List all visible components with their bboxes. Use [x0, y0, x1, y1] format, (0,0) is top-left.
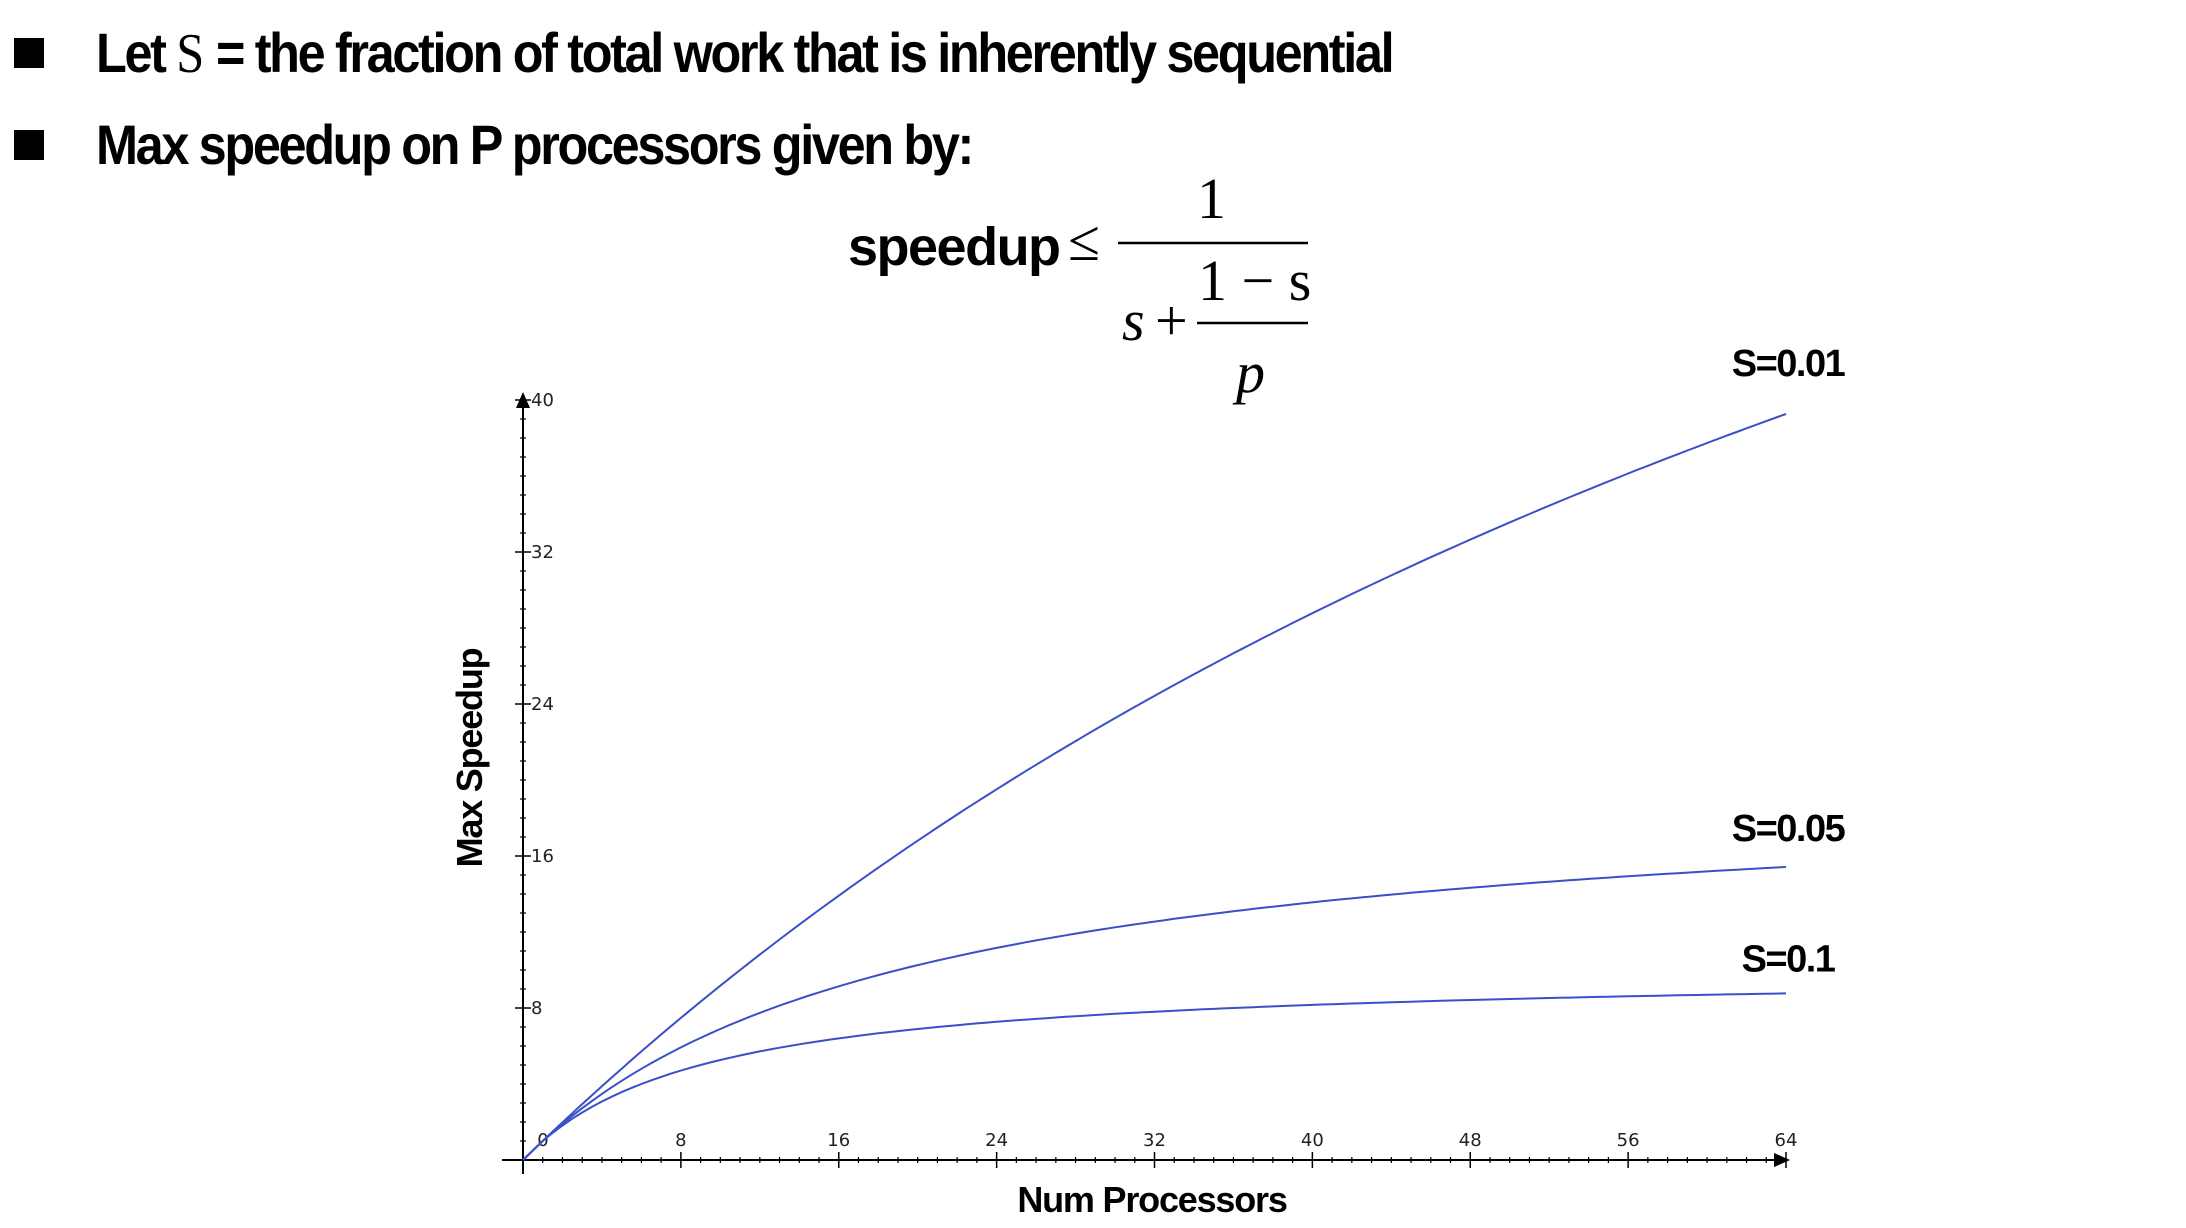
speedup-formula: speedup ≤ 1 1 − s s + p — [848, 166, 1311, 405]
series-line-S01 — [522, 992, 1787, 1161]
x-axis-title: Num Processors — [1017, 1179, 1286, 1220]
series-label: S=0.01 — [1732, 343, 1846, 385]
formula-inner-numerator: 1 − s — [1198, 248, 1311, 313]
x-tick-label: 8 — [675, 1130, 686, 1151]
s-symbol: S — [176, 23, 205, 85]
x-tick-label: 16 — [827, 1130, 850, 1151]
x-tick-label: 40 — [1301, 1130, 1324, 1151]
x-axis-arrow-icon — [1774, 1153, 1790, 1167]
y-axis-title: Max Speedup — [449, 648, 490, 867]
formula-inner-denominator: p — [1232, 340, 1265, 405]
bullet-row-1: Let S = the fraction of total work that … — [14, 20, 1536, 86]
chart-series — [522, 413, 1787, 1161]
bullet-square-icon — [14, 129, 44, 160]
y-tick-label: 32 — [531, 542, 554, 563]
chart-axes — [502, 392, 1790, 1174]
series-line-S001 — [522, 413, 1787, 1161]
series-line-S005 — [522, 866, 1787, 1161]
bullet-square-icon — [14, 38, 44, 68]
series-label: S=0.05 — [1732, 808, 1846, 850]
formula-lhs: speedup — [848, 217, 1060, 277]
x-tick-label: 56 — [1617, 1130, 1640, 1151]
formula-denominator-s: s — [1122, 288, 1145, 353]
series-label: S=0.1 — [1742, 938, 1836, 980]
x-tick-label: 24 — [985, 1130, 1008, 1151]
y-tick-label: 8 — [531, 998, 542, 1019]
x-tick-label: 64 — [1775, 1130, 1798, 1151]
bullet-row-2: Max speedup on P processors given by: — [14, 112, 1069, 177]
chart-series-labels: S=0.01 S=0.05 S=0.1 — [1732, 343, 1847, 980]
y-tick-label: 40 — [531, 390, 554, 411]
y-tick-label: 24 — [531, 694, 554, 715]
formula-plus: + — [1155, 288, 1188, 353]
x-tick-label: 32 — [1143, 1130, 1166, 1151]
formula-relation: ≤ — [1068, 208, 1100, 273]
x-tick-label: 48 — [1459, 1130, 1482, 1151]
y-tick-label: 16 — [531, 846, 554, 867]
bullet-text-2: Max speedup on P processors given by: — [96, 113, 974, 176]
bullet-text-1: Let S = the fraction of total work that … — [96, 21, 1395, 85]
formula-numerator: 1 — [1197, 166, 1226, 231]
